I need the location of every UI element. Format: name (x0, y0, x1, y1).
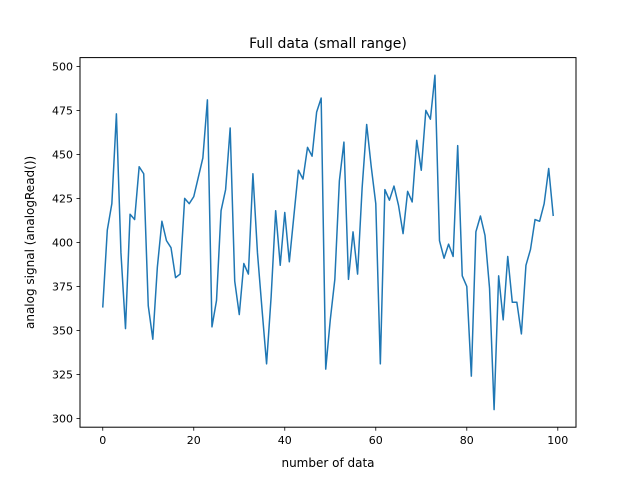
plot-area (102, 74, 554, 411)
x-tick-label: 20 (187, 434, 201, 447)
x-axis-label: number of data (281, 456, 374, 470)
y-tick-label: 425 (52, 192, 73, 205)
y-tick-label: 400 (52, 236, 73, 249)
y-tick-label: 300 (52, 412, 73, 425)
x-tick-label: 80 (460, 434, 474, 447)
x-tick-label: 40 (278, 434, 292, 447)
y-tick-label: 475 (52, 104, 73, 117)
y-axis-label: analog signal (analogRead()) (23, 156, 37, 329)
x-tick-label: 100 (547, 434, 568, 447)
x-tick-label: 60 (369, 434, 383, 447)
y-tick-label: 450 (52, 148, 73, 161)
data-series-line (102, 74, 554, 411)
x-axis: 0 20 40 60 80 100 (99, 427, 568, 447)
y-tick-label: 325 (52, 368, 73, 381)
y-tick-label: 500 (52, 60, 73, 73)
y-tick-label: 350 (52, 324, 73, 337)
x-tick-label: 0 (99, 434, 106, 447)
y-axis: 300 325 350 375 400 425 450 475 500 (52, 60, 80, 425)
chart-title: Full data (small range) (249, 36, 407, 52)
y-tick-label: 375 (52, 280, 73, 293)
